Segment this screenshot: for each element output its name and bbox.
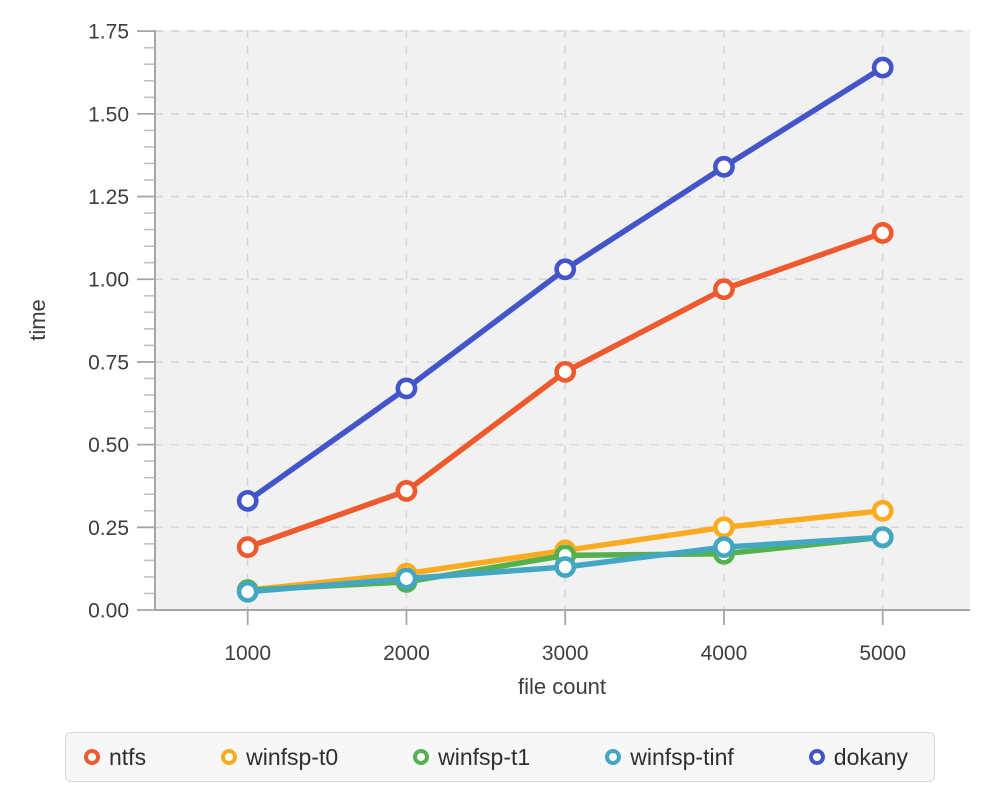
series-marker-dokany — [554, 258, 577, 281]
plot-area — [155, 30, 970, 610]
series-marker-ntfs — [395, 480, 418, 502]
legend-marker-icon — [413, 749, 430, 765]
y-tick-label: 0.75 — [88, 351, 129, 374]
legend-item-ntfs: ntfs — [84, 743, 147, 770]
y-tick-label: 1.50 — [88, 103, 129, 126]
x-axis-title: file count — [518, 674, 606, 699]
series-marker-ntfs — [554, 360, 577, 383]
series-marker-winfsp-t0 — [713, 516, 735, 539]
series-marker-winfsp-tinf — [554, 556, 577, 578]
series-marker-ntfs — [713, 278, 735, 301]
legend: ntfs winfsp-t0 winfsp-t1 winfsp-tinf dokany — [65, 732, 935, 782]
y-tick-label: 0.50 — [88, 434, 129, 457]
line-chart: 0.00 0.25 0.50 0.75 1.00 1.25 1.50 1.75 1000 2000… — [25, 21, 970, 699]
series-marker-winfsp-tinf — [236, 580, 259, 603]
series-marker-winfsp-tinf — [713, 536, 735, 559]
legend-label: ntfs — [109, 743, 147, 770]
legend-marker-icon — [84, 749, 100, 765]
y-tick-label: 1.00 — [88, 269, 129, 292]
series-marker-winfsp-tinf — [871, 526, 894, 549]
series-marker-dokany — [713, 155, 735, 178]
legend-marker-icon — [221, 749, 238, 765]
y-tick-label: 1.75 — [88, 21, 129, 44]
legend-item-dokany: dokany — [808, 743, 908, 770]
legend-label: winfsp-t1 — [438, 743, 531, 770]
series-marker-dokany — [871, 56, 894, 79]
legend-label: winfsp-tinf — [630, 743, 734, 770]
series-marker-ntfs — [236, 536, 259, 559]
series-marker-winfsp-t0 — [871, 499, 894, 522]
legend-marker-icon — [808, 749, 825, 765]
x-tick-label: 5000 — [859, 642, 906, 665]
y-tick-label: 0.25 — [88, 517, 129, 540]
legend-item-winfsp-t1: winfsp-t1 — [413, 743, 531, 770]
x-tick-label: 4000 — [701, 642, 748, 665]
series-marker-ntfs — [871, 222, 894, 244]
y-axis-title: time — [25, 299, 50, 341]
legend-marker-icon — [605, 749, 622, 765]
legend-item-winfsp-tinf: winfsp-tinf — [605, 743, 734, 770]
legend-label: dokany — [833, 743, 908, 770]
series-marker-dokany — [395, 377, 418, 400]
legend-item-winfsp-t0: winfsp-t0 — [221, 743, 339, 770]
y-tick-label: 0.00 — [88, 600, 129, 623]
series-marker-winfsp-tinf — [395, 567, 418, 590]
legend-label: winfsp-t0 — [246, 743, 339, 770]
x-tick-label: 1000 — [224, 642, 271, 665]
y-tick-label: 1.25 — [88, 186, 129, 209]
x-tick-label: 2000 — [383, 642, 430, 665]
series-marker-dokany — [236, 489, 259, 512]
x-tick-label: 3000 — [542, 642, 589, 665]
